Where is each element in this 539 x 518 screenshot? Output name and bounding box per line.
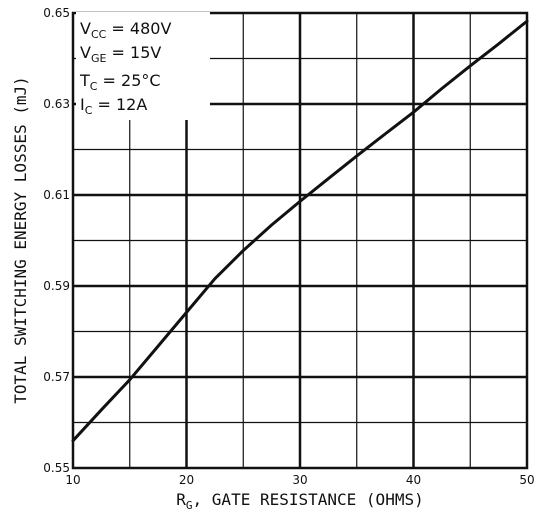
x-tick-label: 20: [179, 473, 194, 487]
y-tick-label: 0.59: [43, 279, 70, 293]
tick-labels: 10 20 30 40 50 0.55 0.57 0.59 0.61 0.63 0.65: [43, 6, 534, 487]
x-tick-label: 10: [65, 473, 80, 487]
series-line: [71, 19, 529, 443]
annotation-line-ic: IC = 12A: [80, 95, 147, 117]
annotation-line-vcc: VCC = 480V: [80, 19, 171, 41]
y-axis-title: TOTAL SWITCHING ENERGY LOSSES (mJ): [11, 76, 30, 404]
annotation-line-vge: VGE = 15V: [80, 43, 161, 65]
y-tick-label: 0.57: [43, 370, 70, 384]
plot-frame: [71, 11, 529, 470]
x-axis-title: RG, GATE RESISTANCE (OHMS): [176, 490, 423, 512]
annotation-line-tc: TC = 25°C: [79, 71, 161, 93]
y-tick-label: 0.55: [43, 461, 70, 475]
grid: [73, 13, 527, 468]
y-tick-label: 0.63: [43, 97, 70, 111]
series-group: [71, 19, 529, 443]
y-tick-label: 0.65: [43, 6, 70, 20]
annotation-box: VCC = 480V VGE = 15V TC = 25°C IC = 12A: [76, 12, 210, 120]
y-tick-label: 0.61: [43, 188, 70, 202]
x-tick-label: 50: [519, 473, 534, 487]
x-tick-label: 30: [292, 473, 307, 487]
x-tick-label: 40: [406, 473, 421, 487]
